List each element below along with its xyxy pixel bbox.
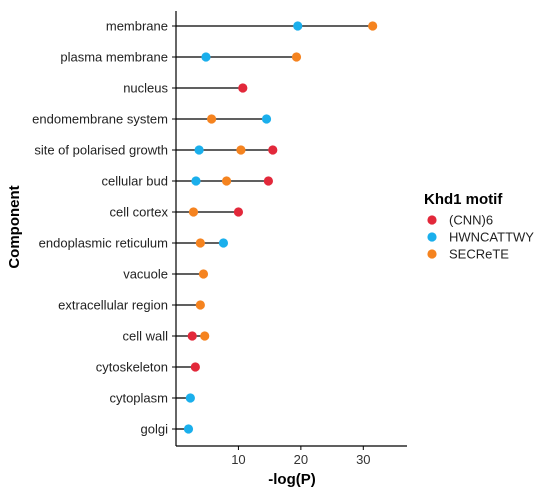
legend-label: HWNCATTWY [449, 230, 534, 245]
data-point [187, 331, 197, 341]
legend: Khd1 motif (CNN)6 HWNCATTWY SECReTE [424, 191, 534, 262]
x-tick-label: 20 [294, 452, 308, 467]
component-row: cytoplasm [109, 391, 191, 406]
data-point [238, 83, 248, 93]
data-point [194, 145, 204, 155]
data-point [368, 21, 378, 31]
data-point [218, 238, 229, 248]
legend-item: HWNCATTWY [427, 230, 534, 245]
y-tick-label: endoplasmic reticulum [39, 236, 168, 251]
data-point [191, 176, 201, 186]
series-points [187, 83, 278, 372]
data-point [188, 207, 199, 217]
y-tick-label: cell wall [122, 329, 168, 344]
x-tick-label: 10 [231, 452, 245, 467]
data-point [200, 331, 210, 341]
y-tick-label: cell cortex [109, 205, 168, 220]
y-tick-label: nucleus [123, 81, 168, 96]
y-axis-title: Component [6, 185, 23, 268]
data-point [263, 176, 273, 186]
series-points [183, 21, 303, 434]
data-point [183, 424, 194, 434]
data-point [198, 269, 209, 279]
legend-item: SECReTE [427, 247, 509, 262]
y-tick-label: cytoskeleton [96, 360, 168, 375]
data-point [233, 207, 244, 217]
series-points [188, 21, 378, 341]
y-tick-label: extracellular region [58, 298, 168, 313]
component-row: cell cortex [109, 205, 239, 220]
data-point [261, 114, 272, 124]
y-tick-label: cellular bud [102, 174, 169, 189]
legend-swatch [427, 215, 437, 225]
data-point [236, 145, 246, 155]
y-tick-label: plasma membrane [60, 50, 168, 65]
x-axis-title: -log(P) [268, 471, 315, 488]
data-point [195, 300, 205, 310]
data-point [291, 52, 302, 62]
component-row: cytoskeleton [96, 360, 196, 375]
data-point [195, 238, 205, 248]
component-row: nucleus [123, 81, 243, 96]
component-row: membrane [106, 19, 373, 34]
y-tick-label: endomembrane system [32, 112, 168, 127]
data-point [293, 21, 303, 31]
legend-label: (CNN)6 [449, 213, 493, 228]
component-row: cellular bud [102, 174, 269, 189]
y-tick-label: membrane [106, 19, 168, 34]
data-point [190, 362, 200, 372]
component-row: extracellular region [58, 298, 201, 313]
legend-swatch [427, 232, 437, 242]
component-row: vacuole [123, 267, 204, 282]
y-tick-label: golgi [141, 422, 169, 437]
component-row: endoplasmic reticulum [39, 236, 224, 251]
x-axis-ticks: 10 20 30 [231, 446, 371, 467]
component-row: plasma membrane [60, 50, 297, 65]
data-point [221, 176, 232, 186]
component-row: golgi [141, 422, 189, 437]
data-point [185, 393, 195, 403]
data-point [268, 145, 278, 155]
x-tick-label: 30 [356, 452, 370, 467]
data-point [201, 52, 211, 62]
legend-item: (CNN)6 [427, 213, 493, 228]
legend-label: SECReTE [449, 247, 509, 262]
legend-swatch [427, 249, 437, 259]
y-tick-label: site of polarised growth [34, 143, 168, 158]
chart-rows: membrane plasma membrane nucleus endomembra… [32, 19, 378, 437]
y-tick-label: vacuole [123, 267, 168, 282]
y-tick-label: cytoplasm [109, 391, 168, 406]
component-row: site of polarised growth [34, 143, 273, 158]
legend-items: (CNN)6 HWNCATTWY SECReTE [427, 213, 534, 262]
legend-title: Khd1 motif [424, 191, 503, 208]
data-point [206, 114, 217, 124]
component-row: endomembrane system [32, 112, 267, 127]
